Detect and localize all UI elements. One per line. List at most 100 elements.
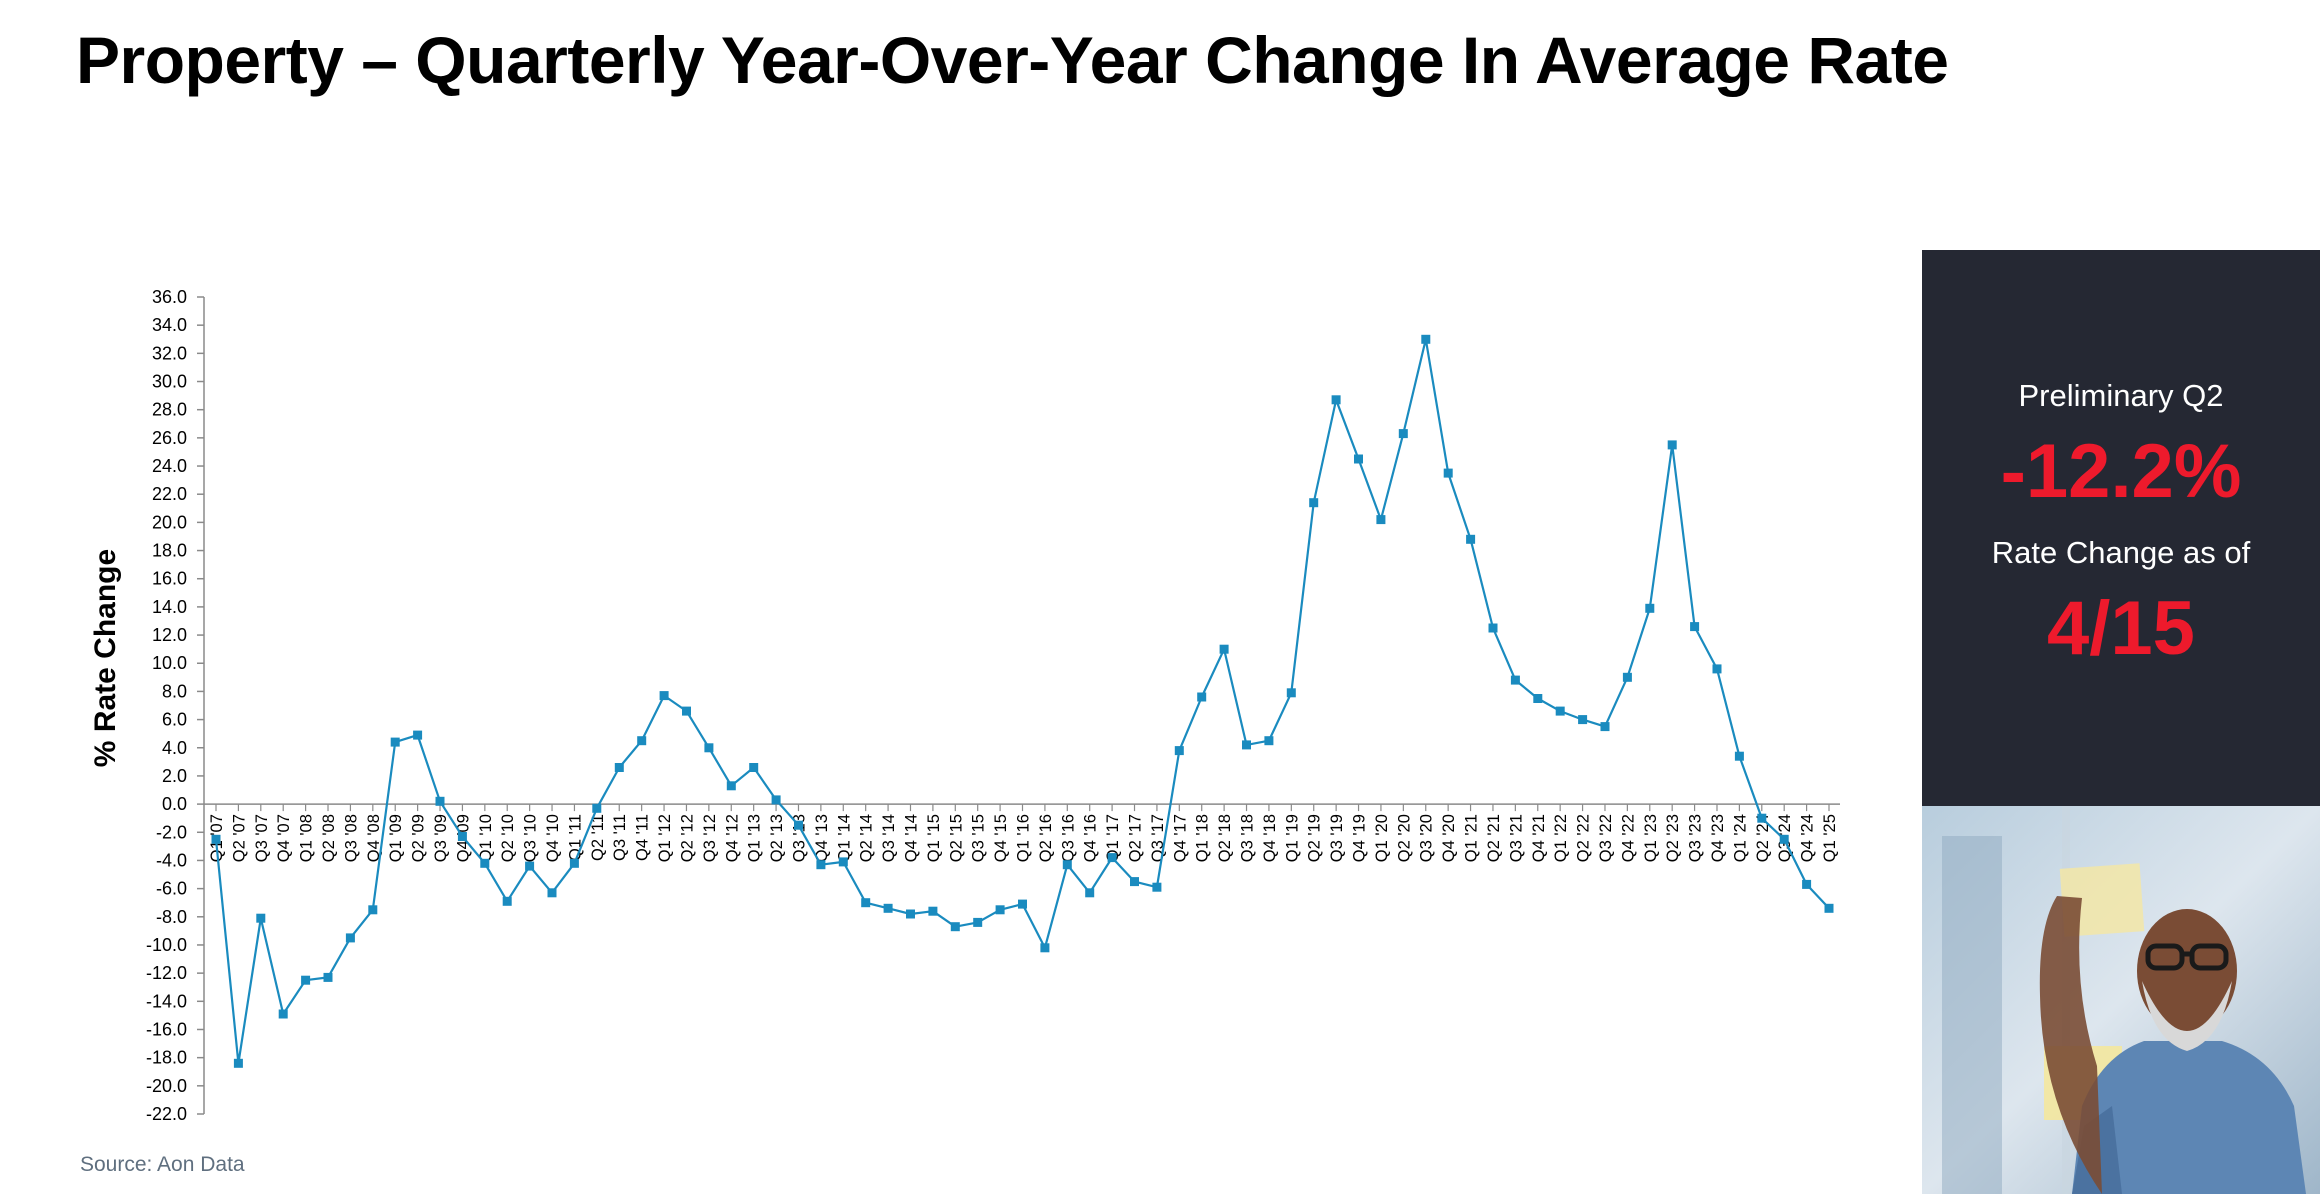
y-tick-label: 12.0 bbox=[152, 625, 187, 645]
data-point bbox=[278, 1009, 288, 1019]
x-tick-label: Q2 '15 bbox=[947, 814, 965, 862]
x-tick-label: Q1 '14 bbox=[835, 814, 853, 862]
data-point bbox=[973, 917, 983, 927]
x-tick-label: Q2 '14 bbox=[858, 814, 876, 862]
data-point bbox=[1466, 534, 1476, 544]
x-tick-label: Q4 '07 bbox=[275, 814, 293, 862]
data-point bbox=[1488, 623, 1498, 633]
data-point bbox=[1152, 882, 1162, 892]
x-tick-label: Q2 '18 bbox=[1216, 814, 1234, 862]
x-tick-label: Q4 '22 bbox=[1619, 814, 1637, 862]
data-point bbox=[637, 736, 647, 746]
x-tick-label: Q1 '25 bbox=[1821, 814, 1839, 862]
data-point bbox=[682, 706, 691, 716]
x-tick-label: Q4 '10 bbox=[544, 814, 562, 862]
y-tick-label: -8.0 bbox=[156, 907, 187, 927]
data-point bbox=[1219, 644, 1229, 654]
x-tick-label: Q1 '21 bbox=[1463, 814, 1481, 862]
x-tick-label: Q1 '09 bbox=[387, 814, 405, 862]
y-tick-label: 22.0 bbox=[152, 484, 187, 504]
x-tick-label: Q3 '09 bbox=[432, 814, 450, 862]
x-tick-label: Q2 '13 bbox=[768, 814, 786, 862]
data-point bbox=[816, 860, 826, 870]
y-tick-label: 16.0 bbox=[152, 569, 187, 589]
data-point bbox=[390, 737, 400, 747]
x-tick-label: Q3 '08 bbox=[342, 814, 360, 862]
line-chart: -22.0 -20.0 -18.0 -16.0 -14.0 -12.0 -10.0 -8.0 -… bbox=[89, 287, 1840, 1124]
x-tick-label: Q1 '10 bbox=[477, 814, 495, 862]
data-point bbox=[771, 795, 781, 805]
x-tick-label: Q3 '12 bbox=[701, 814, 719, 862]
data-point bbox=[233, 1058, 243, 1068]
x-tick-label: Q1 '08 bbox=[298, 814, 316, 862]
y-tick-label: 20.0 bbox=[152, 512, 187, 532]
data-point bbox=[1690, 622, 1700, 632]
data-point bbox=[861, 898, 871, 908]
y-tick-label: 30.0 bbox=[152, 372, 187, 392]
x-tick-label: Q3 '19 bbox=[1328, 814, 1346, 862]
y-tick-label: -22.0 bbox=[146, 1104, 187, 1124]
data-point bbox=[1578, 715, 1588, 725]
x-tick-label: Q2 '23 bbox=[1664, 814, 1682, 862]
y-tick-label: -6.0 bbox=[156, 879, 187, 899]
x-tick-label: Q3 '16 bbox=[1059, 814, 1077, 862]
data-point bbox=[480, 858, 490, 868]
x-tick-label: Q3 '20 bbox=[1418, 814, 1436, 862]
x-tick-label: Q4 '15 bbox=[992, 814, 1010, 862]
y-tick-label: -12.0 bbox=[146, 963, 187, 983]
x-tick-label: Q2 '11 bbox=[589, 814, 607, 861]
x-tick-label: Q3 '07 bbox=[253, 814, 271, 862]
x-tick-label: Q2 '09 bbox=[410, 814, 428, 862]
x-tick-label: Q2 '20 bbox=[1395, 814, 1413, 862]
data-point bbox=[569, 858, 579, 868]
data-point bbox=[211, 834, 221, 844]
x-tick-label: Q3 '10 bbox=[522, 814, 540, 862]
y-tick-label: -18.0 bbox=[146, 1048, 187, 1068]
data-point bbox=[1443, 468, 1453, 478]
series-line bbox=[214, 338, 1830, 1065]
callout-label-top: Preliminary Q2 bbox=[2018, 378, 2224, 413]
x-tick-label: Q1 '13 bbox=[746, 814, 764, 862]
x-tick-label: Q3 '15 bbox=[970, 814, 988, 862]
callout-panel: Preliminary Q2 -12.2% Rate Change as of … bbox=[1922, 250, 2320, 806]
data-point bbox=[928, 906, 938, 916]
x-tick-label: Q4 '18 bbox=[1261, 814, 1279, 862]
y-tick-label: 34.0 bbox=[152, 315, 187, 335]
x-tick-label: Q1 '17 bbox=[1104, 814, 1122, 862]
x-tick-label: Q1 '15 bbox=[925, 814, 943, 862]
data-point bbox=[547, 888, 557, 898]
data-point bbox=[749, 763, 759, 772]
x-tick-label: Q3 '22 bbox=[1597, 814, 1615, 862]
data-point bbox=[1757, 813, 1767, 823]
x-tick-label: Q1 '12 bbox=[656, 814, 674, 862]
data-point bbox=[1130, 877, 1139, 887]
data-point bbox=[1802, 879, 1812, 889]
data-point bbox=[1555, 706, 1565, 716]
data-point bbox=[1062, 860, 1072, 870]
data-point bbox=[345, 933, 355, 943]
y-tick-label: -10.0 bbox=[146, 935, 187, 955]
x-tick-label: Q4 '13 bbox=[813, 814, 831, 862]
x-tick-label: Q4 '24 bbox=[1799, 814, 1817, 862]
y-tick-label: -14.0 bbox=[146, 991, 187, 1011]
x-tick-label: Q4 '21 bbox=[1530, 814, 1548, 862]
x-tick-label: Q4 '17 bbox=[1171, 814, 1189, 862]
x-tick-label: Q4 '12 bbox=[723, 814, 741, 862]
x-tick-label: Q2 '24 bbox=[1754, 814, 1772, 862]
data-point bbox=[1734, 751, 1744, 761]
x-tick-label: Q2 '22 bbox=[1575, 814, 1593, 862]
x-tick-label: Q1 '19 bbox=[1283, 814, 1301, 862]
data-point bbox=[435, 796, 445, 806]
y-tick-label: 8.0 bbox=[162, 681, 187, 701]
data-point bbox=[1824, 903, 1834, 913]
data-point bbox=[838, 857, 848, 867]
x-tick-label: Q4 '23 bbox=[1709, 814, 1727, 862]
x-tick-label: Q2 '12 bbox=[678, 814, 696, 862]
x-axis: Q1 '07 Q2 '07 Q3 '07 Q4 '07 Q1 '08 Q2 '08 Q3 '… bbox=[204, 803, 1840, 862]
x-tick-label: Q4 '20 bbox=[1440, 814, 1458, 862]
x-tick-label: Q2 '19 bbox=[1306, 814, 1324, 862]
y-tick-label: 36.0 bbox=[152, 287, 187, 307]
callout-value-bottom: 4/15 bbox=[2047, 586, 2195, 671]
x-tick-label: Q1 '22 bbox=[1552, 814, 1570, 862]
x-tick-label: Q2 '08 bbox=[320, 814, 338, 862]
